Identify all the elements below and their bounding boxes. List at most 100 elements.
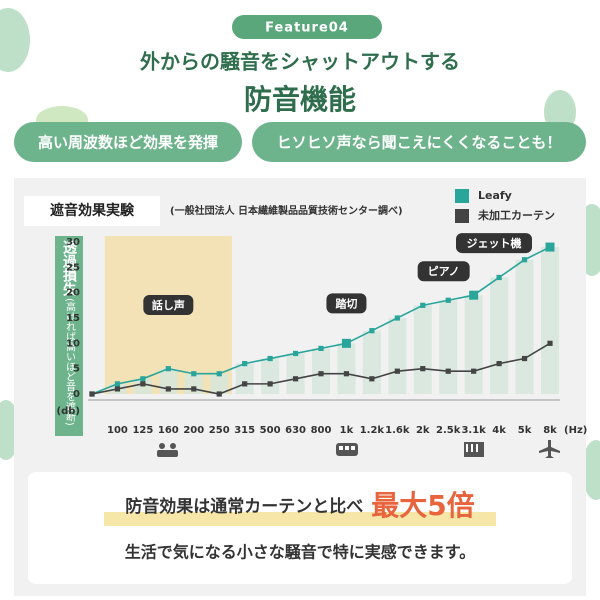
point: 高い周波数ほど効果を発揮: [38, 134, 218, 152]
footer-emphasis: 最大5倍: [371, 489, 474, 522]
x-tick-label: 2.5k: [436, 425, 461, 436]
x-tick-label: 200: [183, 425, 204, 436]
legend-swatch: [455, 189, 469, 203]
marker: [216, 371, 222, 377]
marker: [369, 328, 375, 334]
badge: Feature04: [265, 21, 349, 36]
leaf: [582, 440, 600, 500]
callout-bg: [143, 295, 194, 315]
callout: 踏切: [335, 296, 357, 310]
callout-bg: [326, 293, 367, 314]
callout: ピアノ: [428, 265, 460, 278]
point-bg: [14, 122, 242, 162]
marker: [140, 376, 146, 382]
x-tick-label: 3.1k: [461, 425, 486, 436]
marker: [496, 274, 502, 281]
y-unit: (db): [57, 406, 80, 417]
marker: [165, 366, 171, 372]
marker: [445, 368, 451, 374]
callout: ジェット機: [467, 236, 522, 250]
marker: [445, 297, 451, 303]
bar: [286, 353, 305, 394]
chart-title-bg: [24, 196, 160, 226]
x-unit: (Hz): [564, 425, 587, 436]
marker: [242, 361, 248, 367]
marker: [292, 350, 299, 357]
callout: 話し声: [152, 298, 185, 312]
bar: [413, 305, 432, 394]
callout-bg: [456, 233, 532, 254]
y-tick-label: 25: [66, 262, 80, 273]
chart-title: 遮音効果実験: [50, 202, 135, 219]
bar: [210, 373, 229, 394]
x-tick-label: 1.6k: [385, 425, 410, 436]
marker: [114, 381, 121, 387]
marker: [318, 371, 324, 377]
y-tick-label: 15: [66, 313, 80, 324]
point-bg: [252, 122, 586, 162]
subtitle: 防音機能: [244, 83, 356, 116]
x-tick-label: 125: [132, 425, 153, 436]
marker: [292, 376, 299, 382]
people-icon: [157, 443, 178, 457]
marker: [216, 391, 222, 397]
marker: [165, 386, 171, 392]
bar: [388, 318, 407, 394]
x-tick-label: 100: [107, 425, 128, 436]
marker: [521, 355, 528, 362]
legend-label: Leafy: [478, 189, 512, 202]
x-tick-label: 630: [285, 425, 306, 436]
legend-label: 未加工カーテン: [477, 208, 555, 222]
piano-icon: [464, 442, 484, 457]
title: 外からの騒音をシャットアウトする: [140, 50, 460, 74]
bar: [235, 363, 254, 394]
bar: [464, 295, 483, 394]
footer-note: 生活で気になる小さな騒音で特に実感できます。: [125, 543, 475, 562]
y-axis-label: 透過損失: [61, 240, 78, 297]
marker: [341, 338, 351, 348]
marker: [545, 242, 555, 252]
x-tick-label: 1k: [340, 425, 354, 436]
x-tick-label: 5k: [518, 425, 532, 436]
bar: [362, 330, 381, 394]
leaf: [0, 8, 30, 72]
callout-bg: [417, 261, 470, 282]
point: ヒソヒソ声なら聞こえにくくなることも！: [277, 134, 562, 152]
marker: [369, 376, 375, 382]
marker: [469, 290, 479, 300]
marker: [242, 381, 248, 387]
marker: [394, 368, 400, 374]
bar: [515, 259, 534, 394]
x-tick-label: 4k: [492, 425, 506, 436]
footer-lead-line: 防音効果は通常カーテンと比べ 最大5倍: [125, 489, 474, 522]
footer-lead: 防音効果は通常カーテンと比べ: [125, 496, 363, 517]
bar: [337, 343, 356, 394]
marker: [89, 391, 95, 397]
chart-source: (一般社団法人 日本繊維製品品質技術センター調べ): [170, 204, 403, 217]
badge-bg: [232, 15, 382, 39]
legend-swatch: [455, 209, 469, 223]
y-tick-label: 20: [66, 288, 80, 299]
marker: [394, 315, 400, 321]
marker: [343, 371, 350, 377]
bar: [541, 247, 559, 394]
icons: [157, 440, 560, 458]
bar: [439, 300, 458, 394]
marker: [140, 381, 146, 387]
marker: [471, 368, 477, 374]
x-tick-label: 800: [311, 425, 332, 436]
plane-icon: [539, 440, 560, 458]
marker: [267, 355, 273, 362]
bar: [261, 358, 280, 394]
footer-box: [28, 472, 572, 584]
x-tick-label: 315: [234, 425, 255, 436]
train-icon: [336, 443, 358, 456]
marker: [521, 257, 528, 263]
marker: [318, 345, 324, 351]
footer-highlight: [104, 512, 496, 526]
x-tick-label: 250: [209, 425, 230, 436]
y-tick-label: 30: [66, 237, 80, 248]
marker: [191, 371, 197, 377]
y-label-bg: [55, 236, 83, 436]
